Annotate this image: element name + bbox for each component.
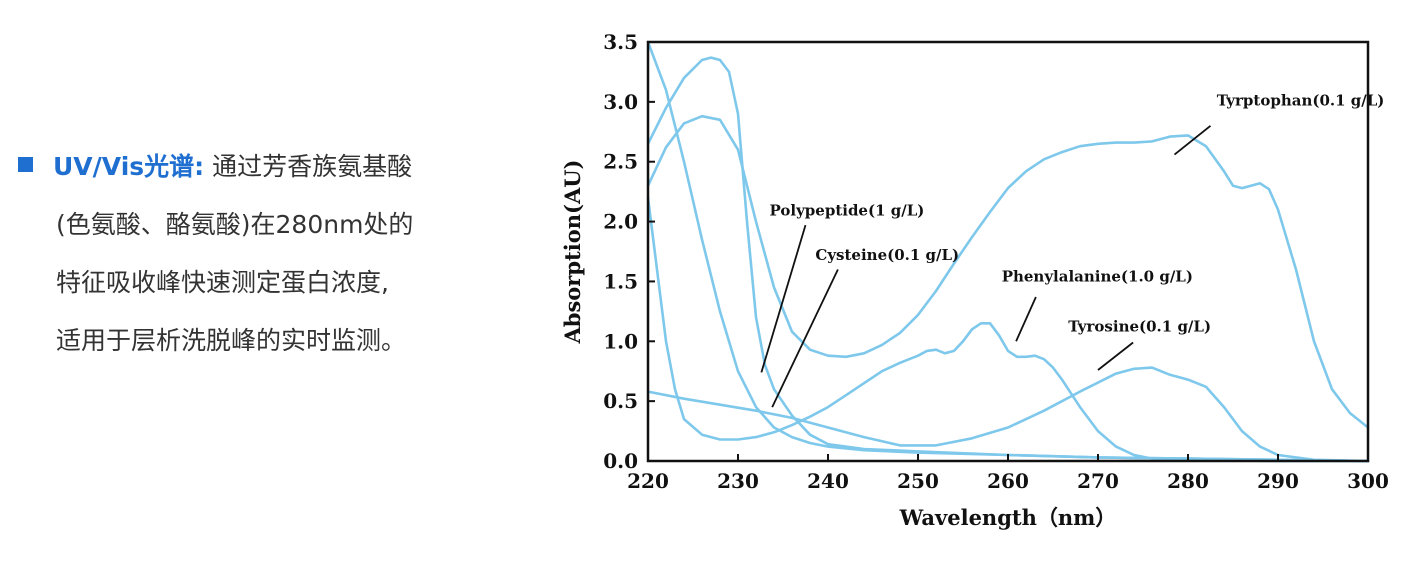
y-tick-label: 3.0 (603, 90, 638, 114)
description-panel: UV/Vis光谱: 通过芳香族氨基酸 (色氨酸、酪氨酸)在280nm处的 特征吸… (18, 138, 538, 370)
square-bullet-icon (18, 157, 33, 172)
annotation-leader-2 (760, 224, 807, 373)
y-tick-label: 0.0 (603, 449, 638, 473)
y-tick-label: 1.5 (603, 269, 638, 293)
x-tick-label: 230 (717, 469, 759, 493)
x-tick-label: 220 (627, 469, 669, 493)
y-tick-label: 2.5 (603, 150, 638, 174)
description-line-1: UV/Vis光谱: 通过芳香族氨基酸 (18, 138, 538, 196)
x-tick-label: 240 (807, 469, 849, 493)
description-line-4: 适用于层析洗脱峰的实时监测。 (56, 326, 407, 355)
annotation-leader-1 (1173, 125, 1212, 156)
ticks-layer: 220 230 240 250 260 270 280 290 300 0.0 0.5 1.0 1.5 2… (603, 30, 1389, 493)
y-tick-label: 3.5 (603, 30, 638, 54)
series-line-4 (646, 196, 1370, 463)
y-tick-label: 2.0 (603, 210, 638, 234)
annotation-label-3: Cysteine(0.1 g/L) (815, 246, 959, 264)
x-tick-label: 290 (1257, 469, 1299, 493)
x-tick-label: 300 (1347, 469, 1389, 493)
annotation-leader-4 (1015, 296, 1037, 342)
series-layer (646, 40, 1370, 463)
description-line-3: 特征吸收峰快速测定蛋白浓度, (56, 268, 389, 297)
annotation-layer: Tyrptophan(0.1 g/L) Polypeptide(1 g/L) Cys… (760, 91, 1385, 408)
annotation-label-4: Phenylalanine(1.0 g/L) (1002, 267, 1193, 285)
description-line-2: (色氨酸、酪氨酸)在280nm处的 (56, 210, 414, 239)
x-tick-label: 270 (1077, 469, 1119, 493)
x-axis-title: Wavelength（nm） (899, 505, 1117, 530)
annotation-label-5: Tyrosine(0.1 g/L) (1068, 318, 1211, 336)
description-text-1: 通过芳香族氨基酸 (212, 152, 413, 181)
x-tick-label: 250 (897, 469, 939, 493)
description-heading: UV/Vis光谱: (53, 152, 205, 181)
y-tick-label: 1.0 (603, 329, 638, 353)
y-tick-label: 0.5 (603, 389, 638, 413)
absorption-chart: 220 230 240 250 260 270 280 290 300 0.0 0.5 1.0 1.5 2… (560, 30, 1389, 530)
series-line-3 (646, 40, 1370, 463)
series-line-2 (646, 56, 1370, 463)
annotation-leader-3 (771, 269, 839, 408)
y-axis-title: Absorption(AU) (560, 160, 585, 345)
annotation-label-1: Tyrptophan(0.1 g/L) (1217, 91, 1385, 109)
annotation-label-2: Polypeptide(1 g/L) (770, 202, 925, 220)
x-tick-label: 280 (1167, 469, 1209, 493)
annotation-leader-5 (1097, 341, 1134, 371)
x-tick-label: 260 (987, 469, 1029, 493)
series-line-1 (646, 114, 1370, 429)
series-line-5 (646, 366, 1370, 463)
